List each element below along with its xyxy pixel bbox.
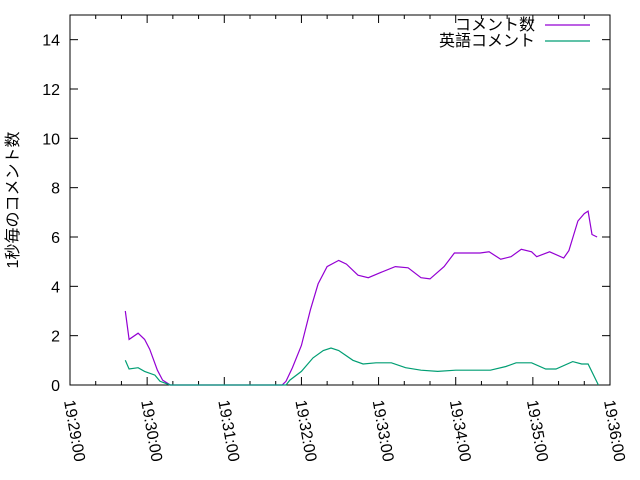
x-tick-label: 19:31:00 — [214, 399, 242, 463]
y-tick-label: 12 — [42, 82, 60, 99]
legend-label: コメント数 — [455, 16, 535, 34]
y-tick-label: 2 — [51, 329, 60, 346]
legend-label: 英語コメント — [439, 32, 535, 50]
y-tick-label: 4 — [51, 279, 60, 296]
x-tick-label: 19:30:00 — [137, 399, 165, 463]
x-tick-label: 19:36:00 — [600, 399, 628, 463]
y-tick-label: 10 — [42, 131, 60, 148]
y-tick-label: 6 — [51, 230, 60, 247]
series-line — [124, 347, 599, 386]
x-tick-label: 19:33:00 — [369, 399, 397, 463]
x-tick-label: 19:29:00 — [60, 399, 88, 463]
series-line — [124, 210, 598, 386]
x-tick-label: 19:32:00 — [291, 399, 319, 463]
y-tick-label: 14 — [42, 33, 60, 50]
y-axis-label: 1秒毎のコメント数 — [4, 132, 22, 269]
y-tick-label: 8 — [51, 181, 60, 198]
plot-border — [69, 14, 611, 386]
x-tick-label: 19:35:00 — [523, 399, 551, 463]
y-tick-label: 0 — [51, 378, 60, 395]
x-tick-label: 19:34:00 — [446, 399, 474, 463]
